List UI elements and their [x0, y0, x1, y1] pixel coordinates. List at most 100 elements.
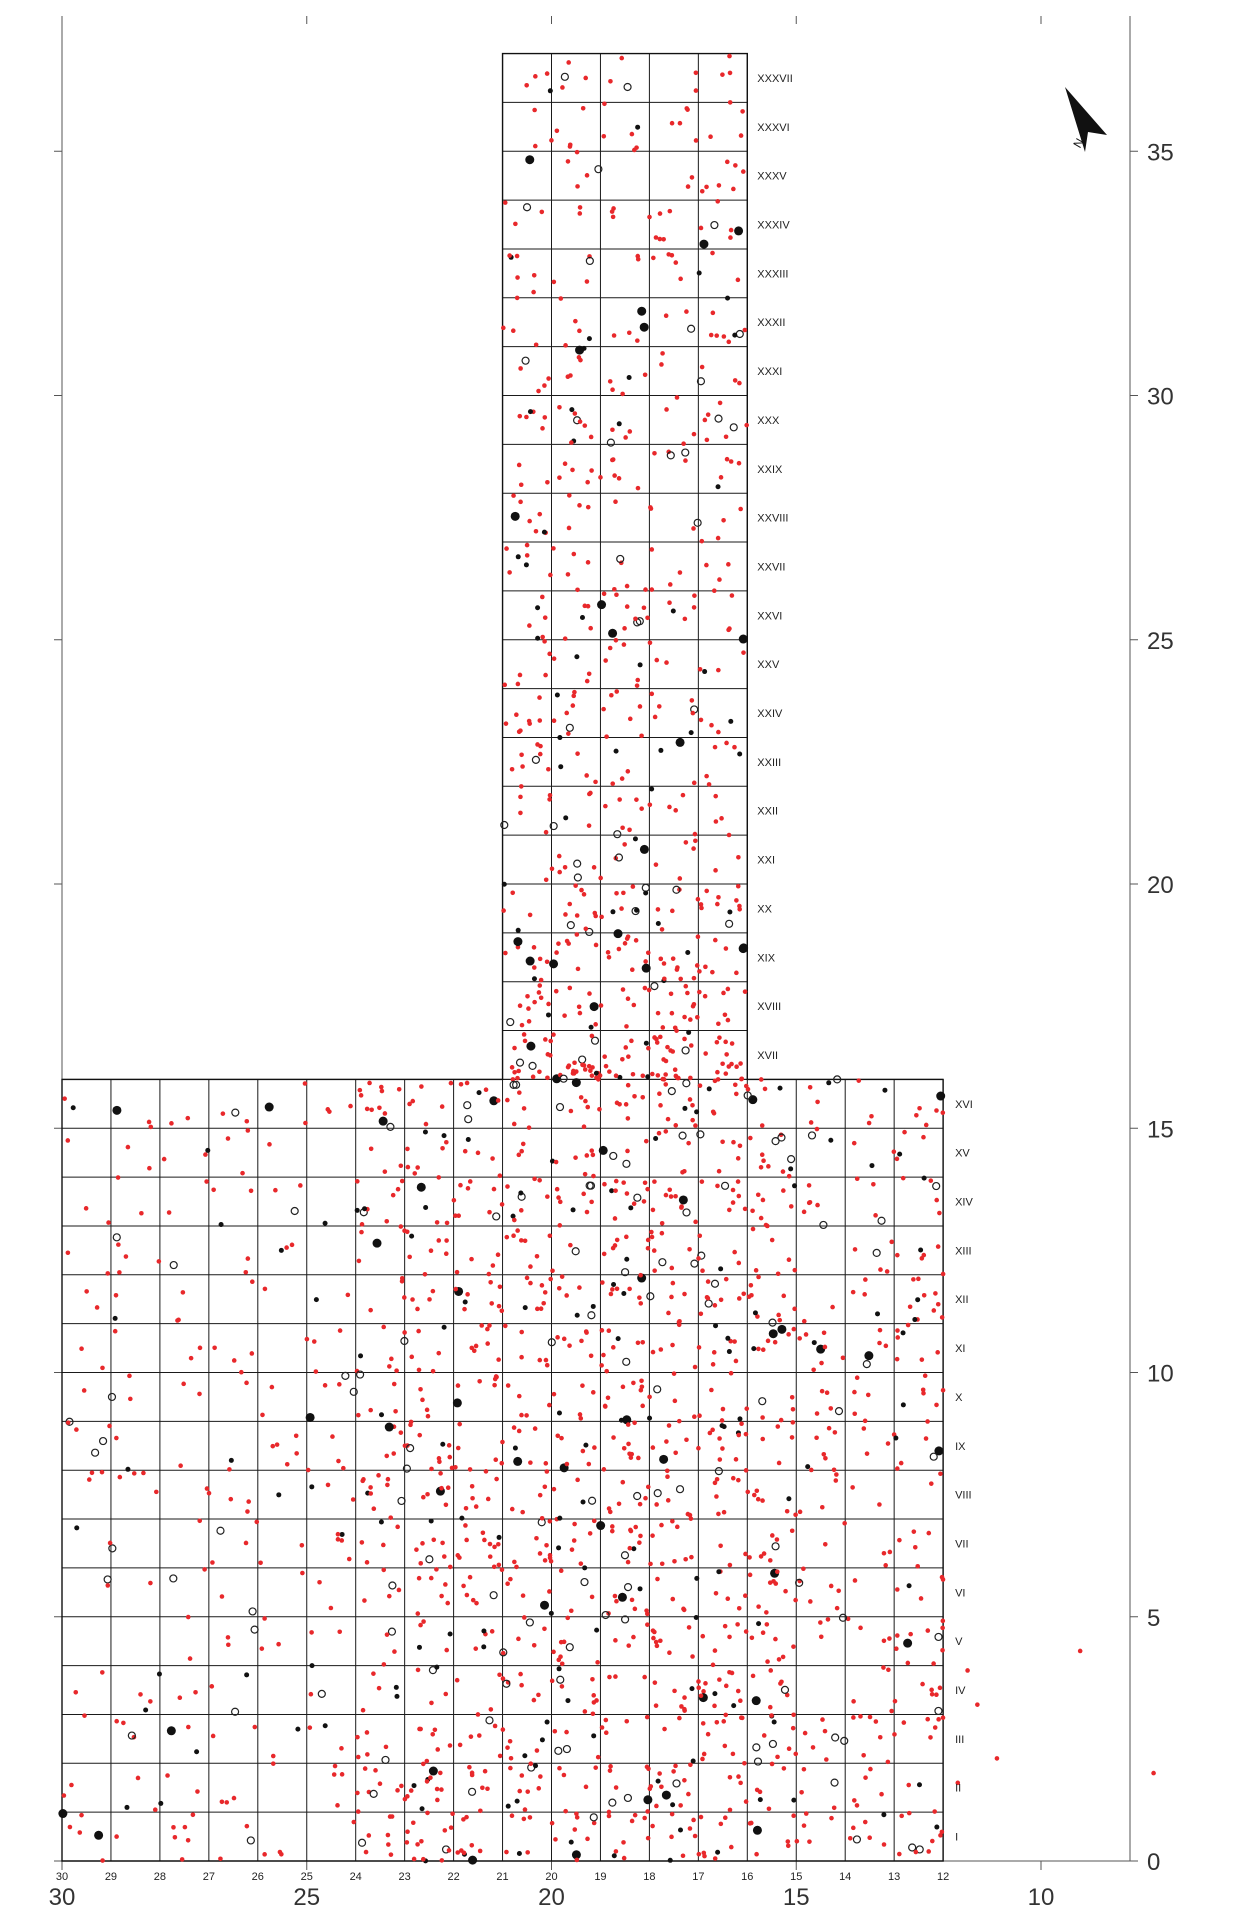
red-find-dot: [490, 1263, 496, 1268]
red-find-dot: [220, 1111, 226, 1116]
red-find-dot: [940, 1715, 946, 1721]
red-find-dot: [593, 942, 599, 948]
red-find-dot: [507, 1738, 513, 1744]
red-find-dot: [682, 1014, 687, 1020]
red-find-dot: [756, 1274, 761, 1280]
red-find-dot: [692, 593, 697, 598]
open-find-circle: [341, 1371, 350, 1380]
red-find-dot: [758, 1077, 764, 1082]
red-find-dot: [211, 1187, 216, 1193]
red-find-dot: [434, 1220, 440, 1225]
black-find-dot: [737, 751, 743, 757]
red-find-dot: [508, 1755, 514, 1761]
red-find-dot: [664, 1439, 669, 1444]
red-find-dot: [107, 1540, 113, 1546]
red-find-dot: [814, 1411, 820, 1416]
red-find-dot: [187, 1656, 193, 1661]
red-find-dot: [704, 1294, 710, 1300]
red-find-dot: [664, 407, 669, 412]
red-find-dot: [911, 1277, 916, 1282]
red-find-dot: [760, 1197, 766, 1203]
red-find-dot: [204, 1486, 210, 1491]
red-find-dot: [548, 1038, 554, 1044]
red-find-dot: [663, 1058, 669, 1064]
red-find-dot: [877, 1327, 883, 1333]
red-find-dot: [302, 1081, 308, 1086]
red-find-dot: [539, 209, 545, 215]
red-find-dot: [660, 1025, 666, 1030]
red-find-dot: [717, 1436, 722, 1441]
red-find-dot: [603, 1404, 608, 1409]
red-find-dot: [710, 1662, 716, 1668]
red-find-dot: [818, 1634, 824, 1640]
red-find-dot: [734, 898, 739, 903]
x-scale-label: 10: [1028, 1884, 1055, 1908]
red-find-dot: [727, 100, 733, 105]
red-find-dot: [579, 887, 584, 893]
red-find-dot: [65, 1250, 71, 1256]
red-find-dot: [650, 1349, 656, 1355]
black-find-dot: [526, 1041, 536, 1051]
red-find-dot: [736, 1260, 742, 1266]
red-find-dot: [975, 1702, 980, 1707]
red-find-dot: [573, 883, 578, 888]
red-find-dot: [621, 1445, 627, 1451]
red-find-dot: [713, 1591, 719, 1596]
open-find-circle: [531, 755, 541, 764]
column-label: 21: [496, 1871, 508, 1883]
red-find-dot: [701, 1751, 707, 1757]
red-find-dot: [519, 1148, 524, 1154]
red-find-dot: [716, 729, 721, 735]
red-find-dot: [580, 105, 586, 111]
red-find-dot: [508, 1765, 513, 1771]
red-find-dot: [422, 1271, 428, 1277]
black-find-dot: [378, 1116, 388, 1126]
red-find-dot: [512, 1069, 517, 1075]
red-find-dot: [732, 1082, 738, 1088]
red-find-dot: [453, 1464, 458, 1470]
red-find-dot: [725, 1017, 731, 1023]
black-find-dot: [481, 1644, 487, 1650]
red-find-dot: [284, 1461, 290, 1467]
red-find-dot: [659, 1561, 665, 1567]
red-find-dot: [581, 1191, 586, 1197]
red-find-dot: [688, 1762, 693, 1768]
red-find-dot: [808, 1467, 814, 1473]
red-find-dot: [531, 965, 537, 970]
red-find-dot: [806, 1183, 812, 1188]
black-find-dot: [645, 1074, 651, 1080]
red-find-dot: [428, 1575, 434, 1581]
red-find-dot: [598, 875, 603, 881]
red-find-dot: [704, 562, 709, 568]
red-find-dot: [612, 1593, 618, 1599]
red-find-dot: [764, 1622, 770, 1627]
red-find-dot: [807, 1839, 812, 1844]
red-find-dot: [547, 1402, 552, 1408]
black-find-dot: [513, 1456, 523, 1466]
red-find-dot: [652, 1680, 658, 1685]
red-find-dot: [361, 1477, 366, 1482]
red-find-dot: [575, 1477, 580, 1483]
red-find-dot: [723, 1276, 729, 1282]
red-find-dot: [591, 865, 597, 870]
red-find-dot: [497, 1672, 502, 1678]
open-find-circle: [650, 982, 659, 991]
red-find-dot: [495, 1252, 501, 1257]
red-find-dot: [311, 1339, 317, 1344]
red-find-dot: [692, 1414, 697, 1420]
red-find-dot: [197, 1345, 203, 1351]
red-find-dot: [724, 1052, 729, 1057]
black-find-dot: [702, 669, 708, 675]
column-label: 25: [301, 1871, 313, 1883]
red-find-dot: [356, 1412, 361, 1418]
red-find-dot: [913, 1849, 919, 1855]
red-find-dot: [455, 1383, 461, 1388]
red-find-dot: [514, 253, 520, 259]
black-find-dot: [568, 1839, 574, 1845]
red-find-dot: [547, 1053, 553, 1058]
red-find-dot: [653, 862, 659, 867]
north-arrow-icon: [1065, 87, 1107, 152]
red-find-dot: [439, 1593, 444, 1599]
open-find-circle: [246, 1836, 255, 1845]
red-find-dot: [402, 1228, 407, 1234]
